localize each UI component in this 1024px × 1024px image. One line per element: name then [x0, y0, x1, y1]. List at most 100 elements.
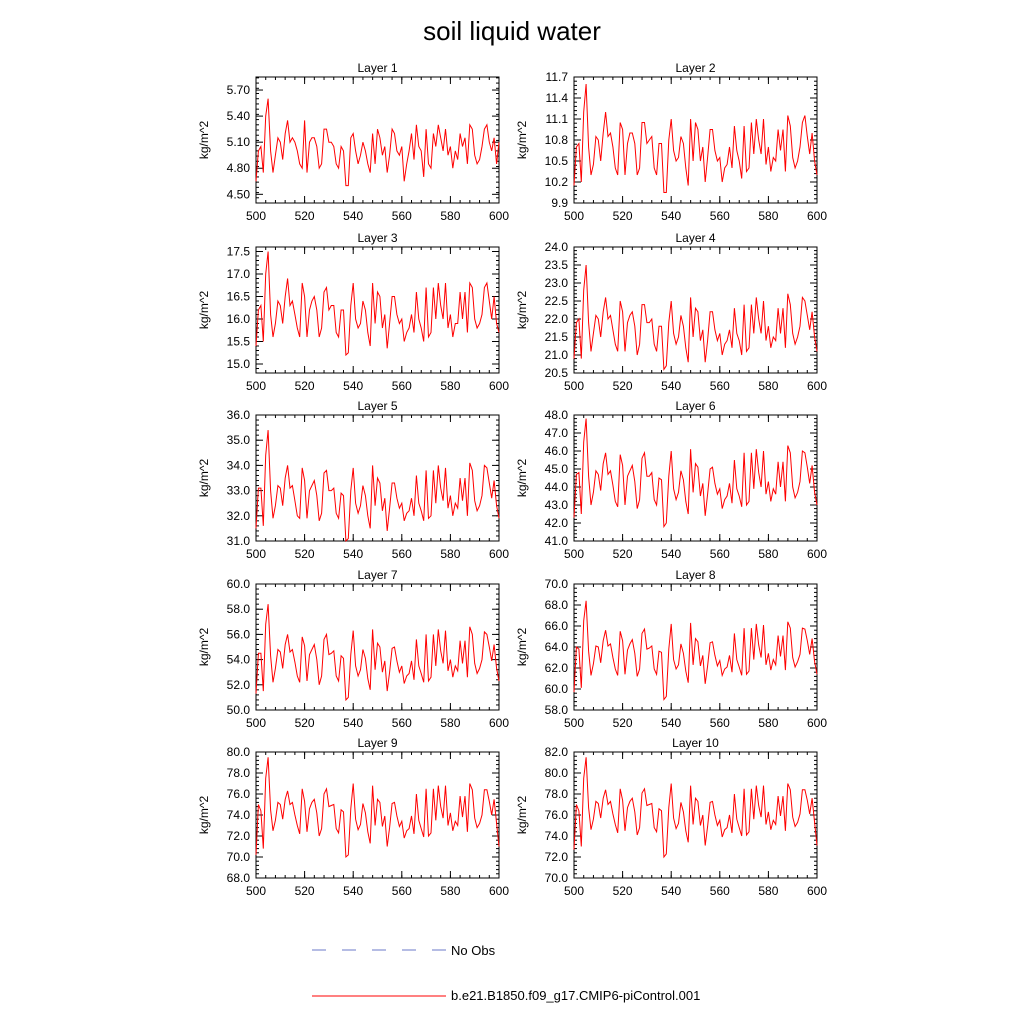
- series-line: [573, 83, 818, 193]
- x-tick-label: 560: [710, 379, 730, 393]
- panel-title: Layer 7: [357, 568, 397, 582]
- plot-frame: [573, 246, 818, 374]
- x-tick-label: 520: [295, 884, 315, 898]
- y-tick-label: 24.0: [545, 240, 569, 254]
- y-tick-label: 4.80: [227, 161, 251, 175]
- y-tick-label: 21.5: [545, 330, 569, 344]
- y-tick-label: 74.0: [227, 808, 251, 822]
- chart-panels: Layer 1 500 520 540 560 580 600 4.50 4.80 5.10 5.4…: [197, 61, 827, 898]
- x-tick-label: 560: [710, 716, 730, 730]
- y-axis-label: kg/m^2: [515, 628, 529, 667]
- y-axis-label: kg/m^2: [197, 628, 211, 667]
- y-tick-label: 4.50: [227, 187, 251, 201]
- x-tick-label: 600: [807, 884, 827, 898]
- chart-panel-layer-10: Layer 10 500 520 540 560 580 600 70.0 72.0 74.0 76…: [515, 736, 827, 898]
- x-tick-label: 580: [440, 547, 460, 561]
- panel-title: Layer 9: [357, 736, 397, 750]
- y-tick-label: 10.8: [545, 133, 569, 147]
- plot-frame: [255, 583, 500, 711]
- x-tick-label: 520: [295, 547, 315, 561]
- panel-title: Layer 3: [357, 231, 397, 245]
- y-tick-label: 66.0: [545, 619, 569, 633]
- x-tick-label: 520: [295, 379, 315, 393]
- plot-frame: [255, 414, 500, 542]
- x-tick-label: 580: [440, 716, 460, 730]
- y-tick-label: 23.5: [545, 258, 569, 272]
- plot-frame: [255, 246, 500, 374]
- y-tick-label: 47.0: [545, 426, 569, 440]
- y-tick-label: 60.0: [227, 577, 251, 591]
- x-tick-label: 540: [661, 547, 681, 561]
- y-tick-label: 11.4: [546, 91, 569, 105]
- y-tick-label: 74.0: [545, 829, 569, 843]
- y-tick-label: 76.0: [545, 808, 569, 822]
- chart-panel-layer-8: Layer 8 500 520 540 560 580 600 58.0 60.0 62.0 64.…: [515, 568, 827, 730]
- x-tick-label: 600: [489, 379, 509, 393]
- panel-title: Layer 2: [675, 61, 715, 75]
- panel-title: Layer 6: [675, 399, 715, 413]
- y-tick-label: 46.0: [545, 444, 569, 458]
- y-tick-label: 17.5: [227, 245, 251, 259]
- y-axis-label: kg/m^2: [515, 121, 529, 160]
- series-line: [573, 600, 818, 701]
- figure-title: soil liquid water: [423, 16, 601, 46]
- x-tick-label: 540: [661, 209, 681, 223]
- panel-title: Layer 10: [672, 736, 719, 750]
- y-tick-label: 52.0: [227, 678, 251, 692]
- y-axis-label: kg/m^2: [515, 291, 529, 330]
- y-tick-label: 54.0: [227, 653, 251, 667]
- y-axis-label: kg/m^2: [197, 459, 211, 498]
- y-tick-label: 15.5: [227, 335, 251, 349]
- y-axis-label: kg/m^2: [515, 796, 529, 835]
- y-tick-label: 78.0: [545, 787, 569, 801]
- panel-title: Layer 5: [357, 399, 397, 413]
- x-tick-label: 560: [710, 547, 730, 561]
- x-tick-label: 560: [392, 716, 412, 730]
- y-tick-label: 43.0: [545, 498, 569, 512]
- y-tick-label: 78.0: [227, 766, 251, 780]
- series-line: [255, 251, 500, 357]
- x-tick-label: 580: [758, 884, 778, 898]
- plot-frame: [573, 583, 818, 711]
- x-tick-label: 580: [758, 547, 778, 561]
- x-tick-label: 520: [613, 547, 633, 561]
- y-tick-label: 17.0: [227, 267, 251, 281]
- y-tick-label: 10.2: [545, 175, 569, 189]
- x-tick-label: 500: [246, 716, 266, 730]
- x-tick-label: 540: [661, 884, 681, 898]
- x-tick-label: 580: [758, 209, 778, 223]
- y-tick-label: 70.0: [545, 577, 569, 591]
- y-tick-label: 44.0: [545, 480, 569, 494]
- x-tick-label: 600: [489, 547, 509, 561]
- x-tick-label: 520: [613, 716, 633, 730]
- y-tick-label: 58.0: [227, 602, 251, 616]
- y-tick-label: 31.0: [227, 534, 251, 548]
- x-tick-label: 560: [392, 379, 412, 393]
- x-tick-label: 520: [613, 379, 633, 393]
- y-tick-label: 5.40: [227, 109, 251, 123]
- y-tick-label: 22.0: [545, 312, 569, 326]
- y-tick-label: 9.9: [551, 196, 568, 210]
- y-tick-label: 32.0: [227, 509, 251, 523]
- y-tick-label: 20.5: [545, 366, 569, 380]
- y-tick-label: 64.0: [545, 640, 569, 654]
- legend-no-obs-label: No Obs: [451, 943, 496, 958]
- series-line: [255, 430, 500, 543]
- x-tick-label: 500: [564, 379, 584, 393]
- panel-title: Layer 8: [675, 568, 715, 582]
- chart-panel-layer-5: Layer 5 500 520 540 560 580 600 31.0 32.0 33.0 34.…: [197, 399, 509, 561]
- y-axis-label: kg/m^2: [197, 291, 211, 330]
- x-tick-label: 580: [440, 884, 460, 898]
- x-tick-label: 500: [246, 209, 266, 223]
- y-tick-label: 34.0: [227, 458, 251, 472]
- legend: No Obs b.e21.B1850.f09_g17.CMIP6-piContr…: [312, 943, 700, 1003]
- y-tick-label: 36.0: [227, 408, 251, 422]
- x-tick-label: 600: [489, 716, 509, 730]
- x-tick-label: 540: [343, 884, 363, 898]
- x-tick-label: 560: [392, 209, 412, 223]
- x-tick-label: 500: [246, 379, 266, 393]
- x-tick-label: 520: [295, 716, 315, 730]
- x-tick-label: 500: [246, 884, 266, 898]
- x-tick-label: 560: [392, 547, 412, 561]
- y-tick-label: 80.0: [545, 766, 569, 780]
